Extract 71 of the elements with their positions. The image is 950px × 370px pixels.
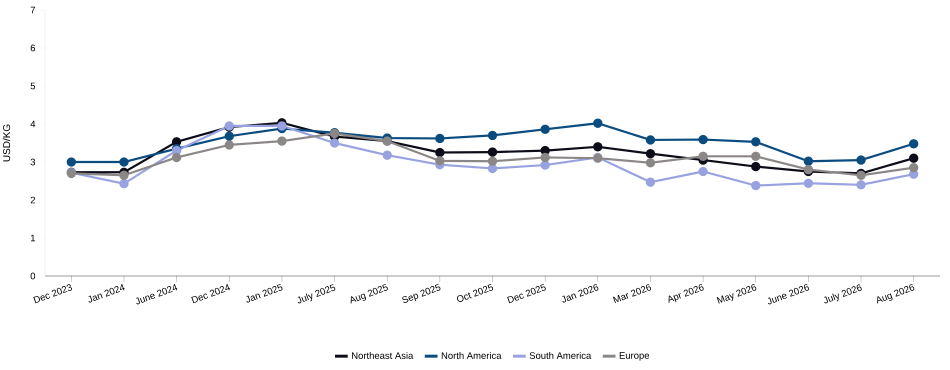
point: [751, 152, 760, 161]
point: [488, 164, 498, 174]
point: [330, 138, 340, 148]
legend-label: North America: [442, 352, 502, 359]
y-tick-label: 7: [30, 6, 36, 14]
x-tick-label: Apr 2026: [668, 284, 704, 303]
point: [909, 139, 918, 148]
y-tick-label: 6: [30, 44, 36, 52]
point: [435, 148, 445, 158]
x-tick-label: June 2026: [768, 284, 809, 304]
point: [856, 180, 866, 190]
point: [646, 148, 656, 158]
point: [435, 156, 445, 166]
point: [119, 178, 129, 188]
point: [856, 155, 866, 165]
y-tick-label: 1: [30, 234, 36, 242]
point: [488, 156, 498, 166]
point: [593, 142, 602, 152]
x-tick-label: May 2026: [716, 284, 756, 304]
x-tick-label: Aug 2026: [877, 284, 914, 304]
point: [224, 140, 234, 150]
legend-label: South America: [530, 352, 592, 359]
y-tick-label: 2: [30, 196, 36, 204]
point: [804, 156, 814, 166]
y-tick-label: 3: [30, 158, 36, 166]
point: [119, 157, 129, 167]
point: [646, 158, 656, 168]
point: [66, 157, 76, 167]
x-tick-label: Jan 2026: [562, 284, 598, 303]
y-tick-label: 5: [30, 82, 36, 90]
point: [488, 130, 498, 140]
x-tick-label: Mar 2026: [612, 284, 652, 304]
point: [909, 163, 918, 172]
y-tick-label: 4: [30, 120, 36, 128]
x-tick-label: July 2025: [298, 284, 336, 304]
point: [277, 136, 287, 146]
point: [540, 160, 550, 170]
point: [488, 147, 498, 157]
point: [646, 135, 656, 145]
x-tick-label: July 2026: [824, 284, 862, 304]
point: [277, 121, 287, 131]
point: [382, 150, 392, 160]
point: [119, 170, 129, 180]
point: [540, 124, 550, 134]
x-tick-label: Jan 2025: [246, 284, 283, 303]
y-axis-title: USD/KG: [2, 124, 10, 162]
x-tick-label: Oct 2025: [456, 284, 494, 302]
point: [698, 166, 708, 176]
legend-label: Northeast Asia: [352, 352, 414, 359]
point: [698, 152, 708, 161]
legend-label: Europe: [620, 352, 650, 361]
point: [751, 137, 760, 147]
point: [804, 178, 814, 188]
x-tick-label: Dec 2025: [507, 284, 546, 304]
point: [172, 152, 182, 162]
y-tick-label: 0: [30, 272, 36, 280]
x-tick-label: June 2024: [136, 284, 178, 304]
point: [435, 134, 445, 144]
point: [540, 152, 550, 162]
point: [909, 154, 918, 163]
x-tick-label: Dec 2023: [33, 284, 72, 304]
x-tick-label: Sep 2025: [402, 284, 440, 303]
point: [751, 162, 760, 172]
x-tick-label: Dec 2024: [191, 284, 230, 304]
point: [751, 180, 760, 190]
x-tick-label: Jan 2024: [88, 284, 125, 303]
point: [646, 177, 656, 187]
x-tick-label: Aug 2025: [350, 284, 388, 304]
point: [593, 118, 602, 128]
point: [224, 131, 234, 141]
point: [698, 134, 708, 144]
